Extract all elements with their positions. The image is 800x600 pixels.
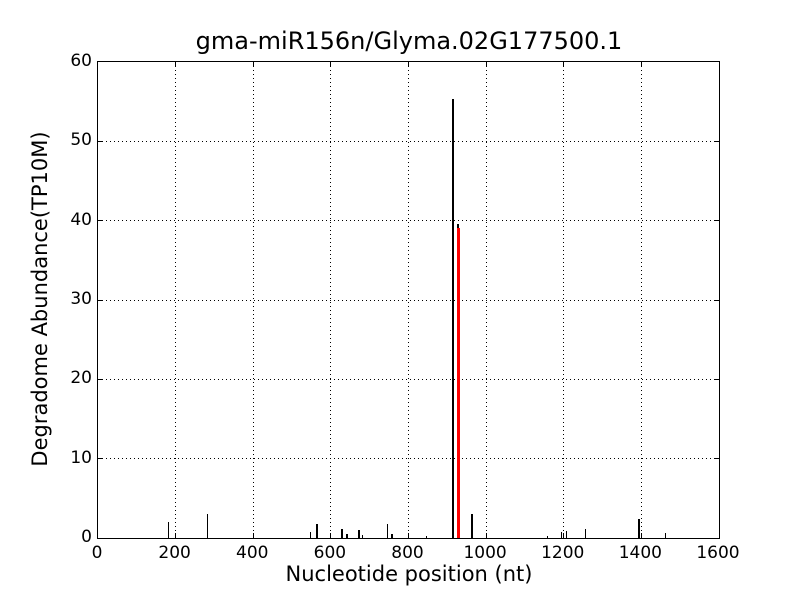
degradome-tags-spike — [346, 534, 348, 538]
chart-title: gma-miR156n/Glyma.02G177500.1 — [195, 27, 623, 55]
y-tick-label: 0 — [81, 527, 92, 547]
degradome-tags-spike — [546, 536, 549, 538]
degradome-tags-spike — [206, 514, 209, 538]
y-axis-tick — [98, 220, 103, 222]
degradome-tags-spike — [565, 530, 568, 538]
degradome-tags-spike — [638, 518, 640, 538]
y-axis-tick-right — [714, 458, 719, 460]
degradome-tags-spike — [391, 533, 393, 538]
x-tick-label: 400 — [236, 543, 269, 563]
degradome-tags-spike — [584, 529, 587, 538]
gridline-horizontal — [98, 299, 719, 301]
y-axis-tick — [98, 140, 103, 142]
y-tick-label: 20 — [70, 368, 92, 389]
x-tick-label: 800 — [391, 543, 424, 563]
y-axis-tick — [98, 378, 103, 380]
plot-area — [97, 61, 720, 539]
degradome-tags-spike — [361, 534, 364, 538]
y-axis-tick-right — [714, 220, 719, 222]
x-axis-tick-top — [563, 62, 565, 67]
degradome-tags-spike — [664, 533, 667, 538]
y-axis-tick-right — [714, 140, 719, 142]
degradome-tags-spike — [425, 535, 428, 538]
degradome-tags-spike — [167, 522, 169, 538]
x-axis-tick — [330, 533, 332, 538]
degradome-tags-spike — [471, 514, 473, 538]
x-tick-label: 200 — [158, 543, 191, 563]
x-tick-label: 1400 — [618, 543, 662, 563]
degradome-tags-spike — [560, 532, 563, 538]
y-axis-tick-right — [714, 299, 719, 301]
x-axis-tick — [252, 533, 254, 538]
x-axis-tick — [563, 533, 565, 538]
x-axis-tick — [175, 533, 177, 538]
x-axis-tick-top — [330, 62, 332, 67]
x-axis-tick-top — [640, 62, 642, 67]
x-tick-label: 1200 — [541, 543, 585, 563]
x-tick-label: 0 — [91, 543, 103, 563]
x-axis-tick — [408, 533, 409, 538]
y-axis-tick-right — [714, 378, 719, 380]
degradome-tags-spike — [452, 99, 454, 538]
degradome-tags-spike — [386, 523, 389, 538]
x-axis-tick-top — [485, 62, 487, 67]
x-axis-tick-top — [175, 62, 177, 67]
x-axis-tick-top — [408, 62, 409, 67]
x-tick-label: 1000 — [463, 543, 507, 563]
y-tick-label: 50 — [70, 130, 92, 151]
x-axis-tick — [485, 533, 487, 538]
gridline-horizontal — [98, 140, 719, 142]
y-tick-label: 60 — [70, 51, 92, 71]
x-axis-tick — [640, 533, 642, 538]
gridline-horizontal — [98, 378, 719, 380]
y-tick-label: 40 — [70, 209, 92, 230]
gridline-horizontal — [98, 458, 719, 460]
x-axis-tick-top — [252, 62, 254, 67]
gridline-horizontal — [98, 220, 719, 222]
x-tick-label: 1600 — [696, 543, 740, 563]
degradome-tags-spike — [358, 530, 360, 538]
mirna-cleavage-site-spike — [456, 227, 460, 538]
x-tick-label: 600 — [313, 543, 347, 563]
y-tick-label: 30 — [70, 289, 92, 309]
degradome-tags-spike — [316, 523, 318, 538]
y-axis-tick — [98, 458, 103, 460]
degradome-tags-spike — [341, 529, 343, 538]
y-tick-label: 10 — [70, 447, 92, 468]
x-axis-label: Nucleotide position (nt) — [285, 562, 533, 586]
degradome-tags-spike — [309, 531, 312, 538]
y-axis-tick — [98, 299, 103, 301]
